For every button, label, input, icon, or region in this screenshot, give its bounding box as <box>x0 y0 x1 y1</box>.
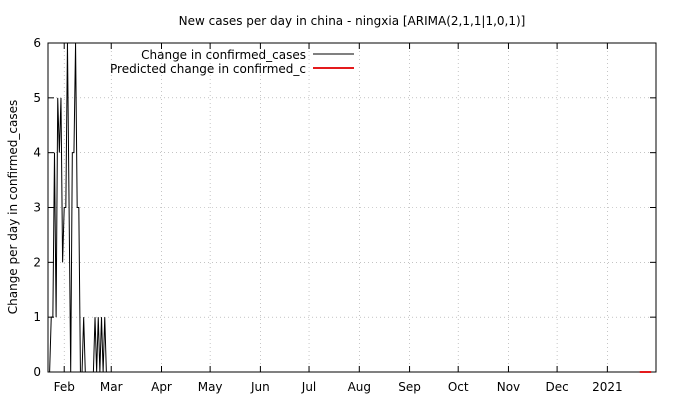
legend-label-predicted: Predicted change in confirmed_c <box>110 62 306 76</box>
x-tick-label: Sep <box>398 380 421 394</box>
y-tick-label: 1 <box>33 310 41 324</box>
x-axis-ticks: Feb Mar Apr May Jun Jul Aug Sep Oct Nov Dec 2021 <box>54 43 623 394</box>
x-tick-label: 2021 <box>592 380 623 394</box>
y-tick-label: 4 <box>33 146 41 160</box>
y-tick-label: 6 <box>33 36 41 50</box>
x-tick-label: May <box>198 380 223 394</box>
x-tick-label: Feb <box>54 380 75 394</box>
y-tick-label: 5 <box>33 91 41 105</box>
x-tick-label: Nov <box>497 380 520 394</box>
x-tick-label: Jun <box>250 380 270 394</box>
y-axis-label: Change per day in confirmed_cases <box>6 100 20 315</box>
series-line-actual <box>49 42 648 373</box>
chart-title: New cases per day in china - ningxia [AR… <box>179 14 526 28</box>
legend-label-actual: Change in confirmed_cases <box>141 48 306 62</box>
series-lines <box>49 42 652 373</box>
x-tick-label: Oct <box>448 380 469 394</box>
grid-lines <box>48 43 656 372</box>
x-tick-label: Jul <box>301 380 316 394</box>
x-tick-label: Apr <box>151 380 172 394</box>
x-tick-label: Mar <box>100 380 123 394</box>
x-tick-label: Dec <box>545 380 568 394</box>
y-tick-label: 2 <box>33 255 41 269</box>
legend: Change in confirmed_cases Predicted chan… <box>110 48 354 76</box>
x-tick-label: Aug <box>348 380 371 394</box>
y-tick-label: 3 <box>33 201 41 215</box>
y-tick-label: 0 <box>33 365 41 379</box>
